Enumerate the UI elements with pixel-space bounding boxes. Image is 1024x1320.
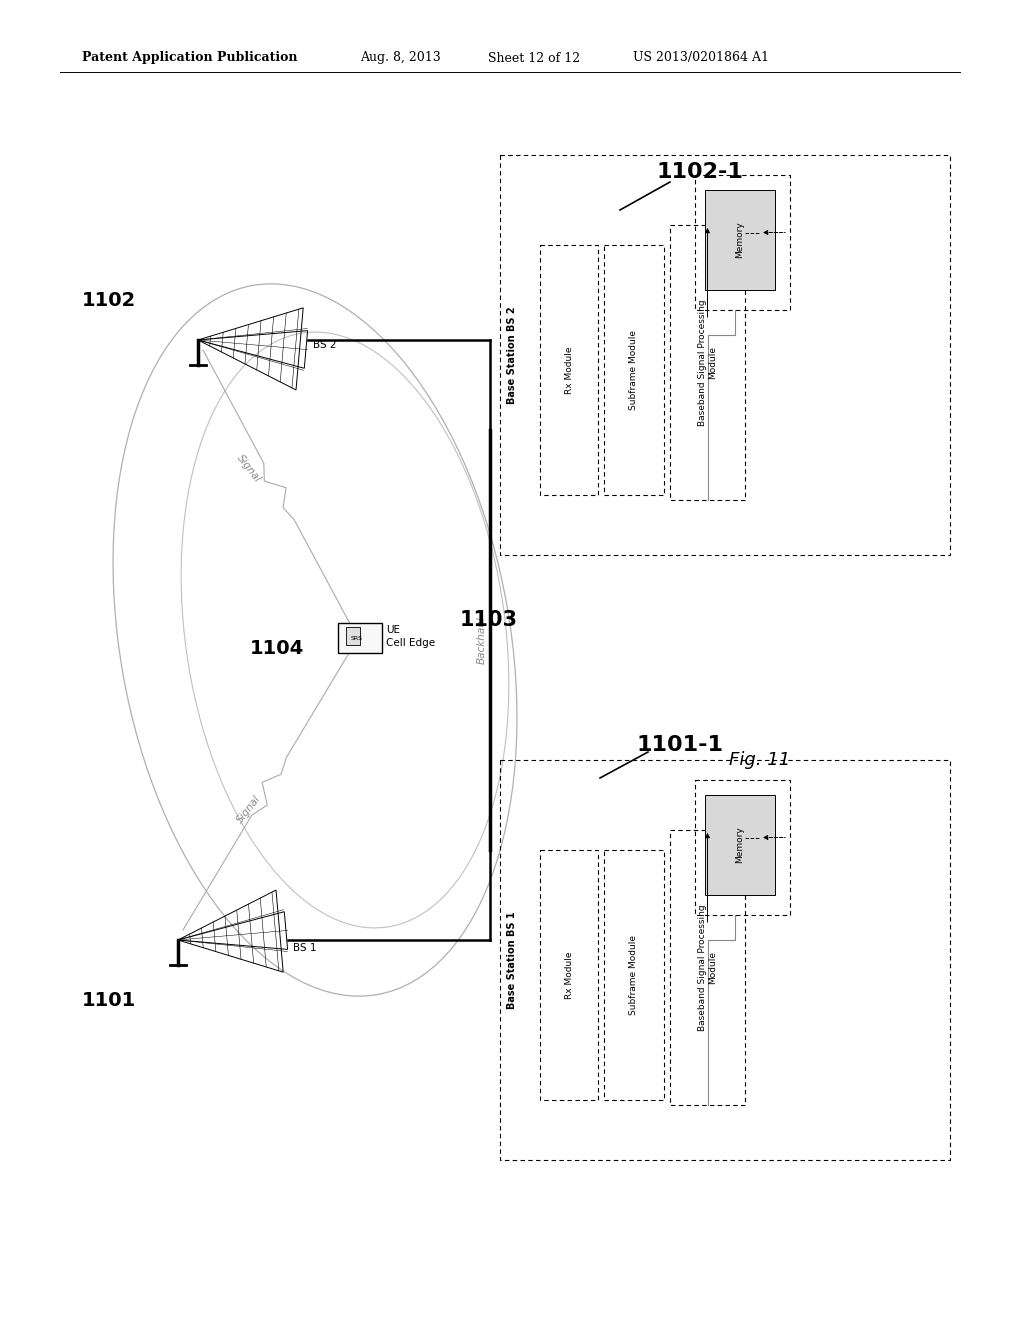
Bar (604, 246, 664, 495)
Text: 1101-1: 1101-1 (637, 735, 724, 755)
Bar (500, 760, 950, 1160)
Text: Backhaul: Backhaul (477, 616, 487, 664)
Bar (604, 850, 664, 1100)
Text: Base Station BS 2: Base Station BS 2 (507, 306, 517, 404)
Bar (695, 176, 790, 310)
Text: Memory: Memory (735, 826, 744, 863)
Text: 1101: 1101 (82, 990, 136, 1010)
Bar (346, 627, 360, 645)
Text: 1103: 1103 (460, 610, 518, 630)
Text: 1102-1: 1102-1 (656, 162, 743, 182)
Text: Sheet 12 of 12: Sheet 12 of 12 (488, 51, 581, 65)
Bar (670, 830, 745, 1105)
Bar (705, 190, 775, 290)
Text: Baseband Signal Processing
Module: Baseband Signal Processing Module (697, 300, 717, 426)
Text: Subframe Module: Subframe Module (630, 330, 639, 411)
Text: 1104: 1104 (250, 639, 304, 657)
Text: US 2013/0201864 A1: US 2013/0201864 A1 (633, 51, 769, 65)
Bar (695, 780, 790, 915)
Text: SRS: SRS (351, 635, 362, 640)
Text: Rx Module: Rx Module (564, 346, 573, 393)
Text: Cell Edge: Cell Edge (386, 638, 435, 648)
Text: 1102: 1102 (82, 290, 136, 309)
Text: Fig. 11: Fig. 11 (729, 751, 791, 770)
Bar (540, 850, 598, 1100)
Text: Memory: Memory (735, 222, 744, 259)
Bar (705, 795, 775, 895)
Text: Signal: Signal (236, 793, 263, 825)
Text: Base Station BS 1: Base Station BS 1 (507, 911, 517, 1008)
Bar (540, 246, 598, 495)
Text: BS 2: BS 2 (313, 341, 337, 350)
Text: Patent Application Publication: Patent Application Publication (82, 51, 298, 65)
Text: Rx Module: Rx Module (564, 952, 573, 999)
Text: Subframe Module: Subframe Module (630, 935, 639, 1015)
Bar (338, 623, 382, 653)
Bar (500, 154, 950, 554)
Bar (670, 224, 745, 500)
Text: Aug. 8, 2013: Aug. 8, 2013 (360, 51, 440, 65)
Text: BS 1: BS 1 (293, 942, 316, 953)
Text: Signal: Signal (236, 453, 263, 484)
Text: UE: UE (386, 624, 400, 635)
Text: Baseband Signal Processing
Module: Baseband Signal Processing Module (697, 904, 717, 1031)
